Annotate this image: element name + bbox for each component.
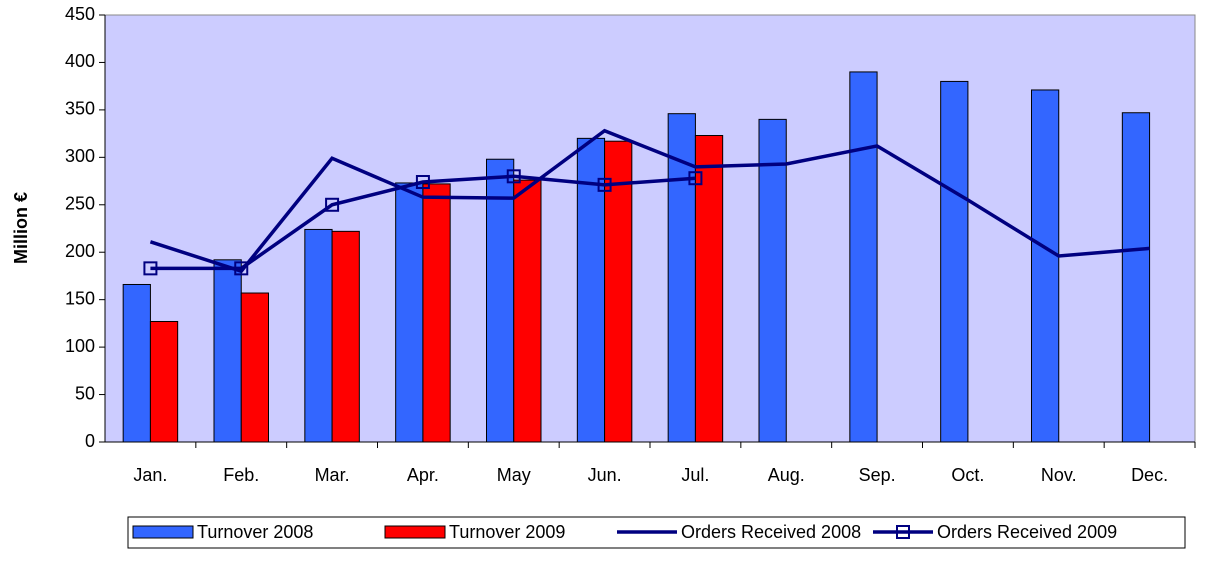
bar bbox=[667, 113, 696, 443]
y-tick-label: 350 bbox=[65, 99, 95, 119]
legend-label: Turnover 2009 bbox=[449, 522, 565, 542]
bar bbox=[486, 158, 515, 443]
bar bbox=[395, 182, 424, 443]
bar bbox=[149, 320, 179, 443]
x-tick-label: Aug. bbox=[768, 465, 805, 485]
legend-label: Orders Received 2009 bbox=[937, 522, 1117, 542]
legend-swatch bbox=[384, 525, 446, 539]
marker bbox=[506, 169, 521, 184]
x-tick-label: May bbox=[497, 465, 531, 485]
bar bbox=[940, 80, 969, 443]
y-axis-label: Million € bbox=[11, 192, 31, 264]
bar bbox=[849, 71, 878, 443]
x-tick-label: Oct. bbox=[951, 465, 984, 485]
y-tick-label: 50 bbox=[75, 383, 95, 403]
bar bbox=[758, 118, 787, 443]
line bbox=[149, 128, 1150, 274]
bar bbox=[122, 283, 151, 443]
y-tick-label: 100 bbox=[65, 336, 95, 356]
legend-label: Turnover 2008 bbox=[197, 522, 313, 542]
bar bbox=[694, 135, 724, 443]
marker bbox=[415, 175, 430, 190]
x-tick-label: Apr. bbox=[407, 465, 439, 485]
marker bbox=[234, 261, 249, 276]
y-tick-label: 0 bbox=[85, 431, 95, 451]
x-tick-label: Jul. bbox=[681, 465, 709, 485]
x-tick-label: Dec. bbox=[1131, 465, 1168, 485]
y-tick-label: 250 bbox=[65, 194, 95, 214]
bar bbox=[422, 183, 451, 443]
x-tick-label: Jun. bbox=[588, 465, 622, 485]
y-tick-label: 200 bbox=[65, 241, 95, 261]
legend-swatch bbox=[132, 525, 194, 539]
bar bbox=[240, 292, 269, 443]
x-tick-label: Jan. bbox=[133, 465, 167, 485]
y-tick-label: 300 bbox=[65, 146, 95, 166]
marker bbox=[143, 261, 158, 276]
marker bbox=[688, 171, 703, 186]
marker bbox=[597, 177, 612, 192]
bar bbox=[331, 230, 360, 443]
x-tick-label: Sep. bbox=[859, 465, 896, 485]
y-tick-label: 400 bbox=[65, 51, 95, 71]
x-tick-label: Feb. bbox=[223, 465, 259, 485]
y-tick-label: 150 bbox=[65, 288, 95, 308]
x-tick-label: Mar. bbox=[315, 465, 350, 485]
marker bbox=[325, 197, 340, 212]
bar bbox=[604, 140, 633, 443]
bar bbox=[576, 137, 606, 443]
bar bbox=[1031, 89, 1060, 443]
legend-marker bbox=[896, 525, 910, 539]
bar bbox=[304, 228, 333, 443]
bar bbox=[1121, 112, 1151, 443]
y-tick-label: 450 bbox=[65, 4, 95, 24]
bar bbox=[513, 179, 542, 443]
line bbox=[150, 174, 696, 271]
bar bbox=[213, 259, 242, 443]
x-tick-label: Nov. bbox=[1041, 465, 1077, 485]
legend-label: Orders Received 2008 bbox=[681, 522, 861, 542]
